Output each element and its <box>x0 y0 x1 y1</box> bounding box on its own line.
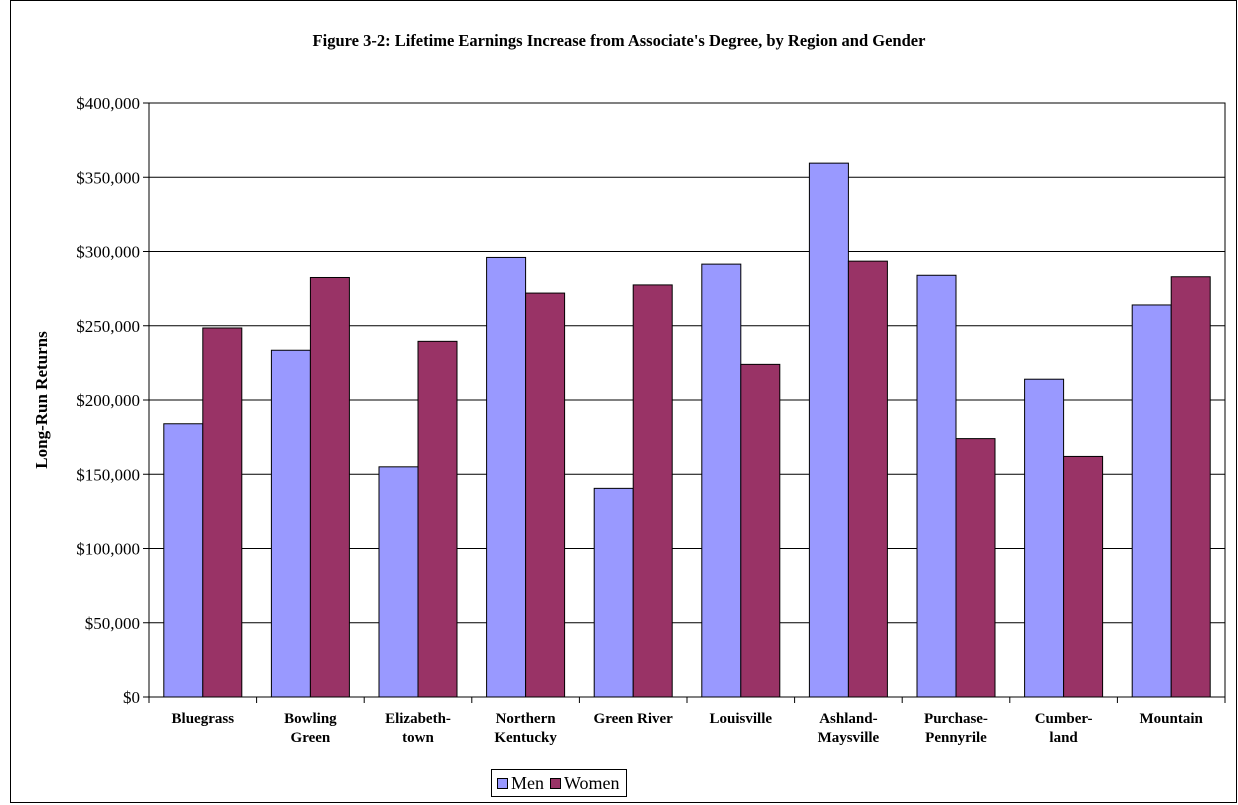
bar-men-5 <box>701 263 742 698</box>
y-axis-label: Long-Run Returns <box>32 331 51 469</box>
bar-men-2 <box>378 466 419 698</box>
y-tick-label: $150,000 <box>76 465 140 484</box>
chart-title: Figure 3-2: Lifetime Earnings Increase f… <box>312 31 926 50</box>
category-labels: Bluegrass Bowling Green Elizabeth-town North… <box>172 711 1204 746</box>
category-label: Elizabeth-town <box>385 711 451 746</box>
bar-women-6 <box>847 260 888 698</box>
bar-women-1 <box>309 276 350 698</box>
bar-men-7 <box>916 274 957 698</box>
category-label: Cumber-land <box>1035 711 1093 746</box>
bar-women-7 <box>955 438 996 698</box>
bars <box>163 162 1211 698</box>
bar-men-9 <box>1131 304 1172 698</box>
category-label: Bowling Green <box>284 711 337 746</box>
category-label: Bluegrass <box>172 711 235 727</box>
bar-men-3 <box>486 256 527 698</box>
category-label: Purchase-Pennyrile <box>924 711 988 746</box>
bar-women-5 <box>740 363 781 698</box>
y-tick-label: $400,000 <box>76 94 140 113</box>
legend-label-men: Men <box>511 772 544 793</box>
legend-swatch-men <box>497 777 508 789</box>
bar-women-2 <box>417 340 458 698</box>
y-tick-label: $350,000 <box>76 168 140 187</box>
y-tick-label: $0 <box>123 688 140 707</box>
category-label: Green River <box>594 711 674 727</box>
bar-men-0 <box>163 423 204 698</box>
bar-women-3 <box>525 292 566 698</box>
y-tick-labels: $0 $50,000 $100,000 $150,000 $200,000 $250,00… <box>76 94 140 707</box>
y-tick-label: $300,000 <box>76 243 140 262</box>
legend-swatch-women <box>550 777 561 789</box>
category-label: Louisville <box>710 711 773 727</box>
y-tick-label: $200,000 <box>76 391 140 410</box>
axes <box>143 102 1226 703</box>
legend-label-women: Women <box>564 772 620 793</box>
legend-item-women: Women <box>550 773 620 794</box>
bar-women-9 <box>1170 276 1211 698</box>
bar-men-6 <box>808 162 849 698</box>
y-tick-label: $250,000 <box>76 317 140 336</box>
bar-women-8 <box>1063 455 1104 698</box>
bar-women-4 <box>632 284 673 698</box>
legend: Men Women <box>491 769 627 797</box>
category-label: Northern Kentucky <box>494 711 557 746</box>
y-tick-label: $50,000 <box>85 614 140 633</box>
y-tick-label: $100,000 <box>76 540 140 559</box>
bar-men-4 <box>593 487 634 698</box>
bar-women-0 <box>202 327 243 698</box>
category-label: Ashland-Maysville <box>818 711 880 746</box>
bar-men-1 <box>270 349 311 698</box>
category-label: Mountain <box>1140 711 1204 727</box>
legend-item-men: Men <box>497 773 544 794</box>
bar-men-8 <box>1024 378 1065 698</box>
